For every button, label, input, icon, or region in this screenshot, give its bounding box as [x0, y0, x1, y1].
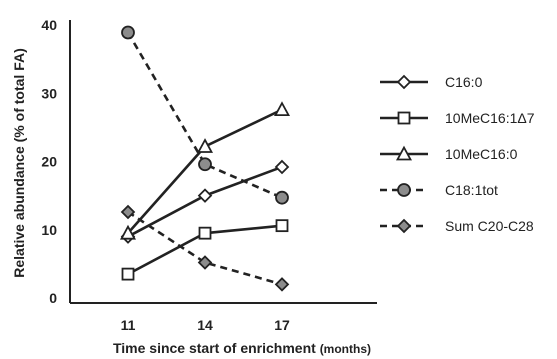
legend: C16:0 10MeC16:1Δ7 10MeC16:0 C18:1tot Sum C20…: [380, 74, 535, 234]
x-tick-labels: 11 14 17: [121, 317, 290, 333]
legend-item: C18:1tot: [380, 182, 498, 198]
x-axis-title-unit: (months): [320, 342, 371, 356]
legend-swatch-marker: [396, 218, 412, 234]
series-10mec16-0: [119, 101, 291, 240]
legend-item: Sum C20-C28: [380, 218, 534, 234]
data-point: [120, 204, 136, 220]
data-point: [196, 138, 214, 153]
x-axis-title: Time since start of enrichment (months): [113, 340, 371, 356]
y-tick-label: 0: [49, 290, 57, 306]
legend-item: C16:0: [380, 74, 483, 90]
data-point: [119, 224, 137, 240]
legend-label: 10MeC16:1Δ7: [445, 110, 535, 126]
series-line: [126, 31, 283, 199]
y-tick-label: 20: [41, 154, 57, 170]
data-point: [121, 25, 135, 40]
data-point: [121, 267, 135, 281]
data-point: [197, 188, 213, 203]
data-point: [198, 226, 212, 240]
series-layer: [119, 25, 291, 292]
x-axis-title-main: Time since start of enrichment: [113, 340, 316, 356]
series-line: [127, 210, 283, 286]
y-tick-label: 40: [41, 17, 57, 33]
series-sum-c20-c28: [120, 204, 290, 292]
y-tick-label: 10: [41, 222, 57, 238]
legend-item: 10MeC16:1Δ7: [380, 110, 535, 126]
x-tick-label: 14: [197, 317, 213, 333]
legend-label: C18:1tot: [445, 182, 498, 198]
x-tick-label: 11: [121, 317, 136, 333]
axes: [69, 20, 377, 304]
data-point: [275, 219, 289, 233]
y-tick-labels: 0 10 20 30 40: [41, 17, 57, 306]
legend-swatch-marker: [395, 145, 413, 161]
legend-label: 10MeC16:0: [445, 146, 518, 162]
y-axis-title: Relative abundance (% of total FA): [11, 48, 27, 277]
data-point: [197, 255, 213, 270]
legend-label: Sum C20-C28: [445, 218, 534, 234]
data-point: [275, 190, 289, 205]
legend-label: C16:0: [445, 74, 483, 90]
y-tick-label: 30: [41, 85, 57, 101]
data-point: [198, 157, 212, 172]
data-point: [274, 277, 290, 292]
data-point: [273, 101, 291, 117]
series-line: [127, 108, 283, 235]
series-c18-1tot: [121, 25, 289, 205]
legend-swatch-marker: [397, 111, 411, 125]
legend-item: 10MeC16:0: [380, 145, 518, 162]
legend-swatch-marker: [396, 74, 412, 90]
x-tick-label: 17: [274, 317, 290, 333]
legend-swatch-marker: [397, 183, 411, 197]
data-point: [274, 159, 290, 175]
series-10mec16-1-7: [121, 219, 289, 281]
